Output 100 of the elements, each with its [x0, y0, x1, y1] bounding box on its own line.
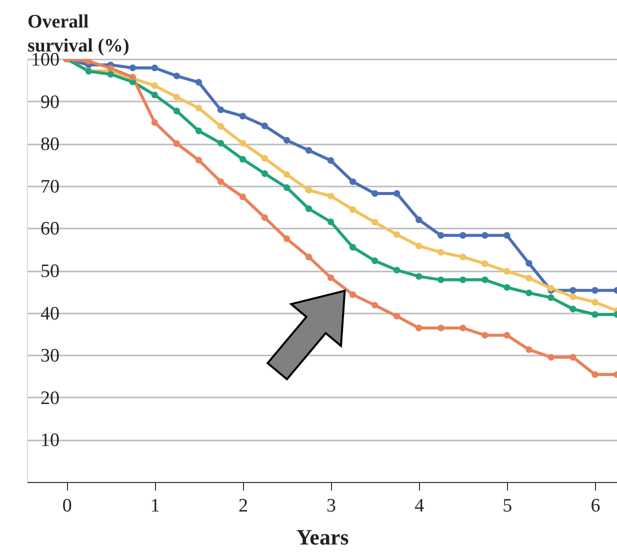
point [283, 171, 290, 178]
point [570, 293, 576, 300]
point [592, 371, 598, 378]
point [482, 276, 488, 284]
point [416, 242, 422, 250]
point [151, 92, 158, 98]
point [438, 324, 444, 332]
point [460, 324, 466, 332]
point [548, 294, 554, 301]
point [173, 94, 180, 100]
point [261, 122, 268, 130]
point [460, 276, 466, 284]
point [239, 194, 246, 200]
point [283, 136, 290, 144]
point [438, 248, 444, 256]
point [460, 254, 466, 260]
point [482, 232, 488, 239]
point [592, 298, 598, 306]
y-tick-label: 50 [40, 261, 60, 282]
point [195, 156, 202, 164]
point [570, 354, 576, 361]
point [261, 170, 268, 177]
y-tick-label: 10 [40, 430, 60, 452]
point [438, 232, 444, 239]
point [393, 190, 400, 197]
y-tick-label: 70 [40, 176, 60, 198]
x-tick-label: 0 [62, 496, 72, 516]
point [504, 268, 510, 275]
point [371, 257, 378, 264]
x-tick-label: 3 [326, 496, 336, 516]
point [151, 82, 158, 89]
point [393, 231, 400, 238]
point [283, 184, 290, 191]
point [239, 140, 246, 147]
point [349, 178, 356, 186]
point [504, 332, 510, 339]
point [416, 324, 422, 332]
point [151, 119, 158, 126]
point [261, 214, 268, 221]
point [504, 232, 510, 239]
point [239, 112, 246, 120]
x-tick-label: 6 [590, 496, 600, 516]
point [371, 190, 378, 197]
point [416, 273, 422, 280]
point [195, 128, 202, 134]
x-tick-label: 2 [238, 496, 248, 516]
y-tick-label: 60 [40, 218, 60, 240]
point [570, 287, 576, 294]
y-tick-label: 40 [40, 303, 60, 324]
point [349, 206, 356, 213]
point [305, 186, 312, 194]
point [349, 291, 356, 298]
point [548, 354, 554, 361]
point [570, 306, 576, 312]
point [482, 332, 488, 339]
point [107, 70, 114, 78]
point [217, 178, 224, 186]
point [371, 302, 378, 309]
point [305, 205, 312, 212]
point [460, 232, 466, 239]
point [592, 311, 598, 318]
point [173, 108, 180, 114]
point [438, 276, 444, 284]
x-tick-label: 1 [150, 496, 160, 516]
point [416, 216, 422, 224]
point [482, 260, 488, 268]
point [592, 287, 598, 294]
point [305, 147, 312, 154]
point [504, 284, 510, 291]
point [151, 64, 158, 72]
x-axis-title: Years [296, 524, 350, 550]
point [283, 235, 290, 242]
point [526, 260, 532, 267]
point [85, 59, 92, 64]
point [195, 104, 202, 112]
point [371, 218, 378, 226]
point [107, 64, 114, 72]
y-tick-label: 80 [40, 134, 60, 156]
point [526, 274, 532, 282]
y-tick-label: 20 [40, 388, 60, 409]
point [239, 156, 246, 163]
point [173, 72, 180, 80]
point [129, 64, 136, 72]
point [349, 244, 356, 251]
point [327, 192, 334, 200]
point [327, 218, 334, 226]
point [261, 155, 268, 162]
point [217, 106, 224, 114]
point [217, 140, 224, 147]
point [526, 290, 532, 296]
x-tick-label: 4 [414, 496, 425, 516]
point [526, 346, 532, 353]
point [195, 78, 202, 86]
point [327, 274, 334, 282]
y-tick-label: 30 [40, 346, 60, 367]
point [173, 140, 180, 147]
x-tick-label: 5 [502, 496, 512, 516]
point [548, 284, 554, 292]
point [393, 312, 400, 320]
point [393, 266, 400, 274]
